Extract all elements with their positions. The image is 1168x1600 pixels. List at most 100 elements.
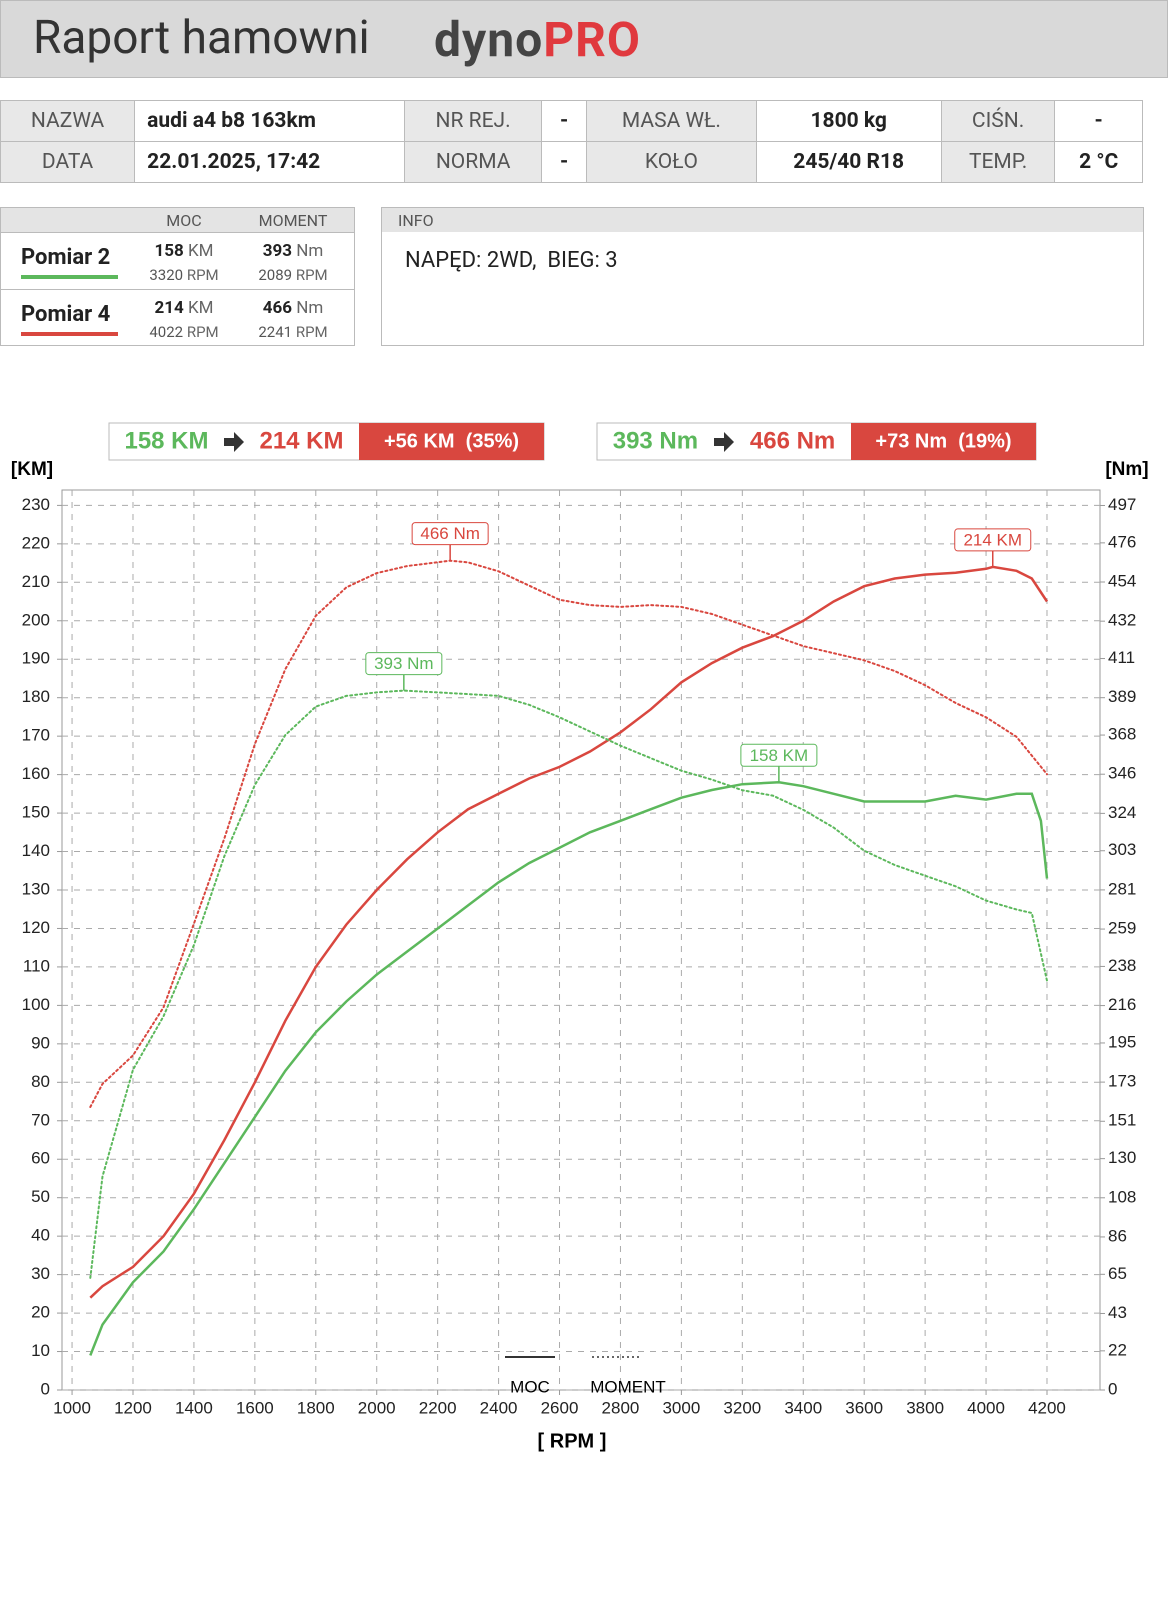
comparison-to: 214 KM	[259, 427, 343, 454]
measurement-unit: Nm	[296, 241, 324, 261]
power-line	[89, 565, 1049, 1299]
details-row: DATA 22.01.2025, 17:42 NORMA - KOŁO 245/40 R1…	[0, 141, 1143, 183]
y2-tick-label: 281	[1108, 879, 1136, 898]
annotation-label: 393 Nm	[374, 654, 434, 673]
header: Raport hamowni dynoPRO	[0, 0, 1168, 78]
field-value: -	[540, 141, 588, 183]
annotation-label: 158 KM	[750, 746, 809, 765]
measurement-number: 158	[154, 241, 184, 261]
y-tick-label: 60	[31, 1149, 50, 1168]
y-tick-label: 70	[31, 1110, 50, 1129]
y2-tick-label: 346	[1108, 764, 1136, 783]
field-value: -	[1054, 100, 1143, 142]
y2-tick-label: 43	[1108, 1303, 1127, 1322]
measurement-number: 4022	[149, 323, 184, 341]
info-box: INFO NAPĘD: 2WD, BIEG: 3	[381, 207, 1144, 346]
y2-tick-label: 497	[1108, 495, 1136, 514]
x-tick-label: 3000	[662, 1398, 700, 1417]
measurement-color	[21, 332, 118, 336]
measurement-cell: 4022 RPM	[149, 323, 218, 341]
x-tick-label: 4200	[1028, 1398, 1066, 1417]
measurement-unit: RPM	[295, 266, 328, 284]
measurement-number: 214	[154, 298, 184, 318]
x-tick-label: 3200	[723, 1398, 761, 1417]
measurement-color	[21, 275, 118, 279]
y2-tick-label: 86	[1108, 1226, 1127, 1245]
y-tick-label: 150	[22, 803, 50, 822]
y2-tick-label: 0	[1108, 1379, 1117, 1398]
y-axis-label: [KM]	[11, 459, 53, 480]
y2-tick-label: 259	[1108, 919, 1136, 938]
annotation-box	[954, 528, 1032, 552]
torque-line	[89, 689, 1048, 1279]
comparison-diff: +56 KM (35%)	[384, 430, 519, 452]
y-tick-label: 200	[22, 610, 50, 629]
y2-tick-label: 389	[1108, 687, 1136, 706]
y-tick-label: 100	[22, 995, 50, 1014]
legend-label: MOC	[510, 1377, 550, 1396]
logo-part: dyno	[434, 11, 544, 68]
comparison-from: 393 Nm	[613, 427, 698, 454]
measurement-cell: 158 KM	[155, 241, 214, 261]
field-value: 2 °C	[1054, 141, 1143, 183]
measurement-row: Pomiar 2 158 KM 3320 RPM 393 Nm 2089 RPM	[1, 232, 354, 289]
logo-part: PRO	[543, 11, 641, 68]
field-value: audi a4 b8 163km	[134, 100, 406, 142]
measurement-cell: 2089 RPM	[258, 266, 327, 284]
measurements-header: MOC MOMENT	[1, 208, 354, 232]
field-label: KOŁO	[586, 141, 757, 183]
y2-tick-label: 216	[1108, 995, 1136, 1014]
y2-tick-label: 173	[1108, 1072, 1136, 1091]
y-tick-label: 140	[22, 841, 50, 860]
y2-tick-label: 195	[1108, 1032, 1136, 1051]
field-label: NR REJ.	[404, 100, 542, 142]
y2-tick-label: 65	[1108, 1264, 1127, 1283]
power-line	[89, 781, 1049, 1356]
comparison-arrow	[714, 432, 734, 452]
y-tick-label: 170	[22, 726, 50, 745]
measurement-unit: RPM	[186, 266, 219, 284]
y-tick-label: 50	[31, 1187, 50, 1206]
x-tick-label: 2000	[358, 1398, 396, 1417]
field-label: NORMA	[404, 141, 542, 183]
info-text: NAPĘD: 2WD, BIEG: 3	[405, 248, 618, 273]
y-tick-label: 180	[22, 687, 50, 706]
x-axis-label: [ RPM ]	[538, 1430, 607, 1452]
measurement-name: Pomiar 4	[21, 302, 111, 327]
x-tick-label: 1600	[236, 1398, 274, 1417]
annotation-label: 466 Nm	[420, 524, 480, 543]
info-title: INFO	[382, 208, 1143, 232]
y2-tick-label: 411	[1108, 648, 1135, 667]
torque-line	[89, 559, 1048, 1108]
report-title: Raport hamowni	[33, 11, 370, 65]
y2-axis-label: [Nm]	[1105, 459, 1148, 480]
measurement-unit: RPM	[186, 323, 219, 341]
measurement-unit: KM	[187, 241, 214, 261]
y-tick-label: 40	[31, 1226, 50, 1245]
y-tick-label: 30	[31, 1264, 50, 1283]
y2-tick-label: 238	[1108, 956, 1136, 975]
measurement-unit: KM	[187, 298, 214, 318]
measurement-cell: 3320 RPM	[149, 266, 218, 284]
measurement-name: Pomiar 2	[21, 245, 111, 270]
x-tick-label: 2400	[480, 1398, 518, 1417]
y2-tick-label: 368	[1108, 725, 1136, 744]
x-tick-label: 1000	[53, 1398, 91, 1417]
x-tick-label: 1800	[297, 1398, 335, 1417]
comparison-from: 158 KM	[124, 427, 208, 454]
y-tick-label: 80	[31, 1072, 50, 1091]
measurement-number: 3320	[149, 266, 184, 284]
annotation-box	[365, 652, 443, 676]
y-tick-label: 210	[22, 572, 50, 591]
measurement-number: 2241	[258, 323, 293, 341]
measurement-cell: 2241 RPM	[258, 323, 327, 341]
y-tick-label: 20	[31, 1303, 50, 1322]
y2-tick-label: 303	[1108, 840, 1136, 859]
y-tick-label: 10	[31, 1341, 50, 1360]
comparison-to: 466 Nm	[750, 427, 835, 454]
y2-tick-label: 22	[1108, 1340, 1127, 1359]
annotation-box	[411, 522, 489, 546]
measurement-unit: RPM	[295, 323, 328, 341]
details-row: NAZWA audi a4 b8 163km NR REJ. - MASA WŁ. 180…	[0, 100, 1143, 142]
